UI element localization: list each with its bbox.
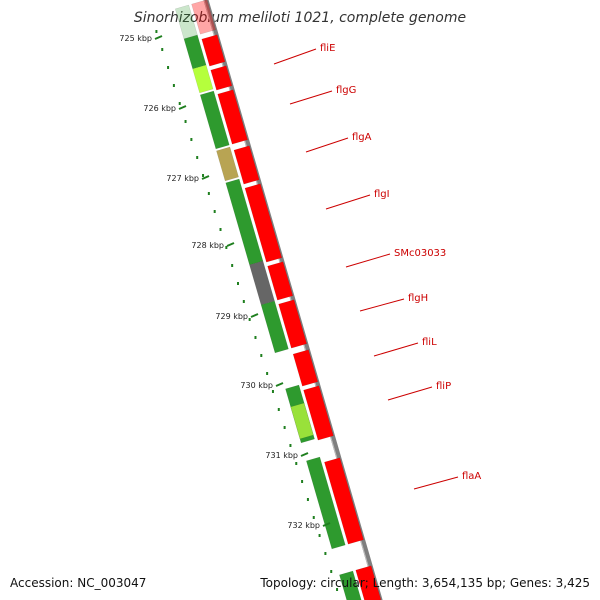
gene-label-flgh: flgH — [408, 293, 428, 304]
scale-dot — [277, 408, 280, 411]
gene-label-leader — [373, 342, 419, 357]
reverse-gene — [216, 146, 239, 182]
forward-gene — [244, 183, 283, 263]
kbp-tick-label: 732 kbp — [287, 521, 320, 530]
reverse-gene — [339, 570, 362, 600]
accession-text: Accession: NC_003047 — [10, 576, 147, 590]
reverse-gene — [192, 64, 214, 94]
scale-dot — [242, 300, 245, 303]
forward-gene — [217, 89, 248, 145]
gene-labels: fliE flgG flgA flgI SMc03033 flgH fliL fliP flaA — [273, 43, 481, 490]
scale-dot — [219, 228, 222, 231]
gene-label-smc03033: SMc03033 — [394, 248, 446, 259]
kbp-tick-label: 731 kbp — [265, 451, 298, 460]
forward-gene — [292, 349, 319, 387]
scale-dot — [330, 570, 333, 573]
scale-dot — [324, 552, 327, 555]
scale-dot — [225, 246, 228, 249]
scale-dot — [260, 354, 263, 357]
scale-dot — [202, 174, 205, 177]
kbp-tick-label: 726 kbp — [143, 104, 176, 113]
forward-gene — [303, 385, 334, 441]
gene-label-flgg: flgG — [336, 85, 356, 96]
scale-dot — [312, 516, 315, 519]
scale-dot — [155, 30, 158, 33]
forward-gene — [210, 65, 233, 91]
scale-dot — [295, 462, 298, 465]
scale-dot — [231, 264, 234, 267]
scale-dot — [178, 102, 181, 105]
kbp-tick-label: 730 kbp — [240, 381, 273, 390]
scale-dot — [248, 318, 251, 321]
forward-gene — [324, 457, 364, 545]
gene-label-leader — [359, 298, 405, 312]
scale-dot — [213, 210, 216, 213]
scale-dot — [289, 444, 292, 447]
scale-track — [155, 30, 339, 591]
forward-gene — [191, 0, 216, 35]
reverse-gene — [260, 300, 289, 354]
gene-label-leader — [289, 90, 333, 105]
scale-dot — [266, 372, 269, 375]
kbp-tick-mark — [226, 242, 235, 247]
scale-dot — [271, 390, 274, 393]
scale-dot — [336, 588, 339, 591]
scale-dot — [184, 120, 187, 123]
scale-dot — [196, 156, 199, 159]
kbp-tick-mark — [154, 35, 163, 40]
reverse-gene — [199, 90, 230, 150]
gene-label-leader — [325, 194, 371, 210]
scale-dot — [301, 480, 304, 483]
gene-label-leader — [387, 386, 433, 401]
gene-label-leader — [345, 253, 391, 268]
gene-label-flip: fliP — [436, 381, 451, 392]
gene-label-leader — [305, 137, 349, 153]
forward-gene — [201, 34, 226, 67]
scale-dot — [236, 282, 239, 285]
scale-dot — [207, 192, 210, 195]
scale-dot — [318, 534, 321, 537]
gene-label-leader — [273, 48, 317, 65]
gene-label-flaa: flaA — [462, 471, 481, 482]
scale-dot — [190, 138, 193, 141]
forward-gene — [278, 299, 308, 349]
scale-dot — [283, 426, 286, 429]
kbp-tick-mark — [250, 313, 259, 318]
kbp-ticks: 725 kbp 726 kbp 727 kbp 728 kbp 729 kbp 730 k… — [119, 34, 331, 530]
scale-dot — [172, 84, 175, 87]
kbp-tick-label: 727 kbp — [166, 174, 199, 183]
scale-dot — [167, 66, 170, 69]
kbp-tick-mark — [322, 522, 331, 527]
scale-dot — [161, 48, 164, 51]
reverse-gene — [306, 456, 346, 550]
kbp-tick-label: 729 kbp — [215, 312, 248, 321]
gene-label-flga: flgA — [352, 132, 372, 143]
kbp-tick-mark — [201, 175, 210, 180]
gene-label-flie: fliE — [320, 43, 335, 54]
forward-gene — [267, 261, 294, 301]
gene-label-flgi: flgI — [374, 189, 390, 200]
kbp-tick-mark — [178, 105, 187, 110]
scale-dot — [254, 336, 257, 339]
genome-title: Sinorhizobium meliloti 1021, complete ge… — [133, 10, 467, 26]
gene-track — [174, 0, 382, 600]
kbp-tick-mark — [300, 452, 309, 457]
kbp-tick-mark — [275, 382, 284, 387]
kbp-tick-label: 725 kbp — [119, 34, 152, 43]
gene-label-flil: fliL — [422, 337, 437, 348]
gene-label-leader — [413, 476, 459, 490]
forward-gene — [233, 145, 260, 185]
topology-text: Topology: circular; Length: 3,654,135 bp… — [260, 576, 590, 590]
reverse-gene — [290, 402, 314, 440]
scale-dot — [306, 498, 309, 501]
kbp-tick-label: 728 kbp — [191, 241, 224, 250]
